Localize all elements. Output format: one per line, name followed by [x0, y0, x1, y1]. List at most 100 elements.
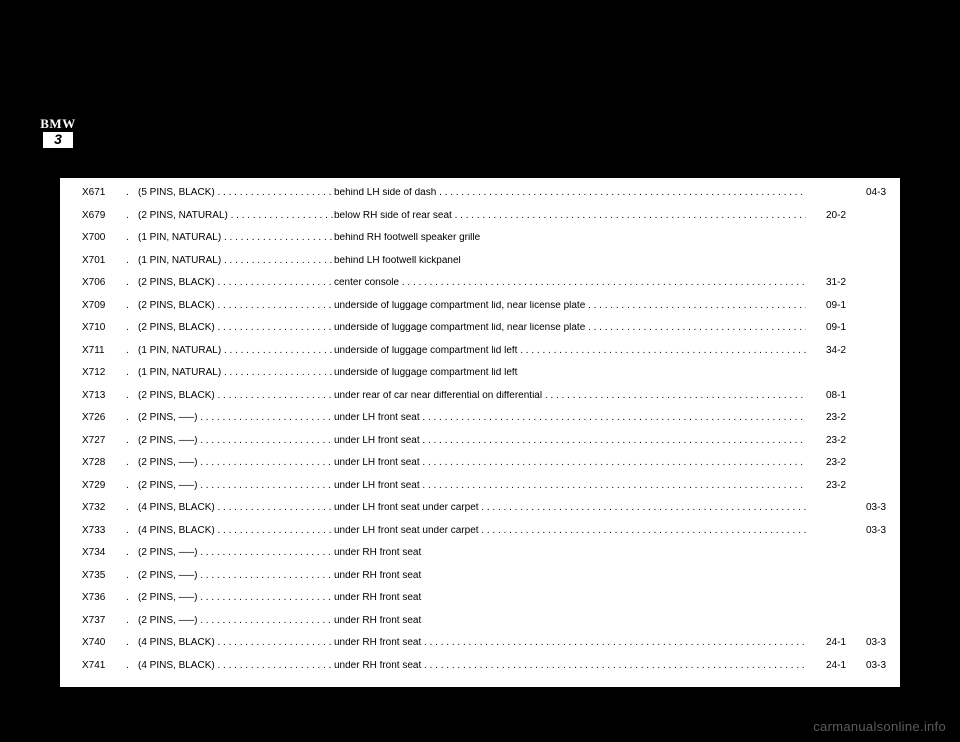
pin-spec: (2 PINS, BLACK) — [138, 301, 334, 311]
location-text: under RH front seat — [334, 661, 806, 671]
location-text: behind LH footwell kickpanel — [334, 256, 806, 266]
separator-dot: . — [126, 571, 138, 581]
separator-dot: . — [126, 256, 138, 266]
connector-id: X713 — [82, 391, 126, 401]
location-text: under LH front seat — [334, 458, 806, 468]
separator-dot: . — [126, 413, 138, 423]
bmw-logo: BMW 3 — [40, 116, 76, 148]
location-text: under LH front seat — [334, 481, 806, 491]
pin-spec: (1 PIN, NATURAL) — [138, 256, 334, 266]
table-row: X679.(2 PINS, NATURAL)below RH side of r… — [82, 211, 886, 221]
connector-id: X700 — [82, 233, 126, 243]
table-row: X711.(1 PIN, NATURAL)underside of luggag… — [82, 346, 886, 356]
pin-spec: (2 PINS, NATURAL) — [138, 211, 334, 221]
separator-dot: . — [126, 188, 138, 198]
separator-dot: . — [126, 503, 138, 513]
logo-brand: BMW — [40, 116, 76, 132]
pin-spec: (1 PIN, NATURAL) — [138, 346, 334, 356]
pin-spec: (2 PINS, —–) — [138, 593, 334, 603]
location-text: under RH front seat — [334, 638, 806, 648]
separator-dot: . — [126, 211, 138, 221]
table-row: X712.(1 PIN, NATURAL)underside of luggag… — [82, 368, 886, 378]
table-row: X728.(2 PINS, —–)under LH front seat23-2 — [82, 458, 886, 468]
separator-dot: . — [126, 233, 138, 243]
table-row: X735.(2 PINS, —–)under RH front seat — [82, 571, 886, 581]
page-ref-1: 31-2 — [806, 278, 846, 288]
connector-id: X737 — [82, 616, 126, 626]
pin-spec: (2 PINS, —–) — [138, 616, 334, 626]
connector-table: X671.(5 PINS, BLACK)behind LH side of da… — [60, 178, 900, 687]
connector-id: X709 — [82, 301, 126, 311]
page-ref-2: 03-3 — [846, 661, 886, 671]
page-ref-1: 23-2 — [806, 413, 846, 423]
connector-id: X734 — [82, 548, 126, 558]
pin-spec: (4 PINS, BLACK) — [138, 661, 334, 671]
pin-spec: (1 PIN, NATURAL) — [138, 233, 334, 243]
connector-id: X671 — [82, 188, 126, 198]
connector-id: X740 — [82, 638, 126, 648]
separator-dot: . — [126, 391, 138, 401]
connector-id: X710 — [82, 323, 126, 333]
pin-spec: (2 PINS, BLACK) — [138, 391, 334, 401]
table-row: X736.(2 PINS, —–)under RH front seat — [82, 593, 886, 603]
page-ref-1: 23-2 — [806, 458, 846, 468]
table-row: X713.(2 PINS, BLACK)under rear of car ne… — [82, 391, 886, 401]
location-text: under LH front seat under carpet — [334, 526, 806, 536]
connector-id: X736 — [82, 593, 126, 603]
connector-id: X712 — [82, 368, 126, 378]
page-ref-2: 03-3 — [846, 503, 886, 513]
separator-dot: . — [126, 526, 138, 536]
location-text: underside of luggage compartment lid, ne… — [334, 301, 806, 311]
pin-spec: (2 PINS, —–) — [138, 413, 334, 423]
pin-spec: (2 PINS, —–) — [138, 548, 334, 558]
separator-dot: . — [126, 278, 138, 288]
table-row: X700.(1 PIN, NATURAL)behind RH footwell … — [82, 233, 886, 243]
table-row: X737.(2 PINS, —–)under RH front seat — [82, 616, 886, 626]
separator-dot: . — [126, 616, 138, 626]
location-text: underside of luggage compartment lid lef… — [334, 368, 806, 378]
connector-id: X733 — [82, 526, 126, 536]
pin-spec: (2 PINS, —–) — [138, 436, 334, 446]
page-ref-1: 23-2 — [806, 436, 846, 446]
pin-spec: (2 PINS, BLACK) — [138, 323, 334, 333]
location-text: below RH side of rear seat — [334, 211, 806, 221]
separator-dot: . — [126, 548, 138, 558]
separator-dot: . — [126, 368, 138, 378]
separator-dot: . — [126, 346, 138, 356]
table-row: X732.(4 PINS, BLACK)under LH front seat … — [82, 503, 886, 513]
location-text: under RH front seat — [334, 548, 806, 558]
pin-spec: (2 PINS, —–) — [138, 458, 334, 468]
connector-id: X727 — [82, 436, 126, 446]
page-ref-1: 20-2 — [806, 211, 846, 221]
page-ref-1: 09-1 — [806, 301, 846, 311]
pin-spec: (2 PINS, —–) — [138, 571, 334, 581]
separator-dot: . — [126, 661, 138, 671]
table-row: X734.(2 PINS, —–)under RH front seat — [82, 548, 886, 558]
pin-spec: (2 PINS, —–) — [138, 481, 334, 491]
table-row: X726.(2 PINS, —–)under LH front seat23-2 — [82, 413, 886, 423]
location-text: under rear of car near differential on d… — [334, 391, 806, 401]
location-text: center console — [334, 278, 806, 288]
location-text: behind RH footwell speaker grille — [334, 233, 806, 243]
pin-spec: (1 PIN, NATURAL) — [138, 368, 334, 378]
page-ref-1: 24-1 — [806, 638, 846, 648]
connector-id: X735 — [82, 571, 126, 581]
watermark: carmanualsonline.info — [813, 719, 946, 734]
connector-id: X706 — [82, 278, 126, 288]
page-ref-1: 08-1 — [806, 391, 846, 401]
table-row: X733.(4 PINS, BLACK)under LH front seat … — [82, 526, 886, 536]
connector-id: X701 — [82, 256, 126, 266]
pin-spec: (4 PINS, BLACK) — [138, 503, 334, 513]
connector-id: X732 — [82, 503, 126, 513]
location-text: under LH front seat — [334, 413, 806, 423]
table-row: X701.(1 PIN, NATURAL)behind LH footwell … — [82, 256, 886, 266]
page-ref-1: 09-1 — [806, 323, 846, 333]
location-text: underside of luggage compartment lid lef… — [334, 346, 806, 356]
separator-dot: . — [126, 593, 138, 603]
location-text: behind LH side of dash — [334, 188, 806, 198]
location-text: underside of luggage compartment lid, ne… — [334, 323, 806, 333]
location-text: under LH front seat under carpet — [334, 503, 806, 513]
connector-id: X728 — [82, 458, 126, 468]
page-ref-2: 03-3 — [846, 526, 886, 536]
page-ref-1: 23-2 — [806, 481, 846, 491]
